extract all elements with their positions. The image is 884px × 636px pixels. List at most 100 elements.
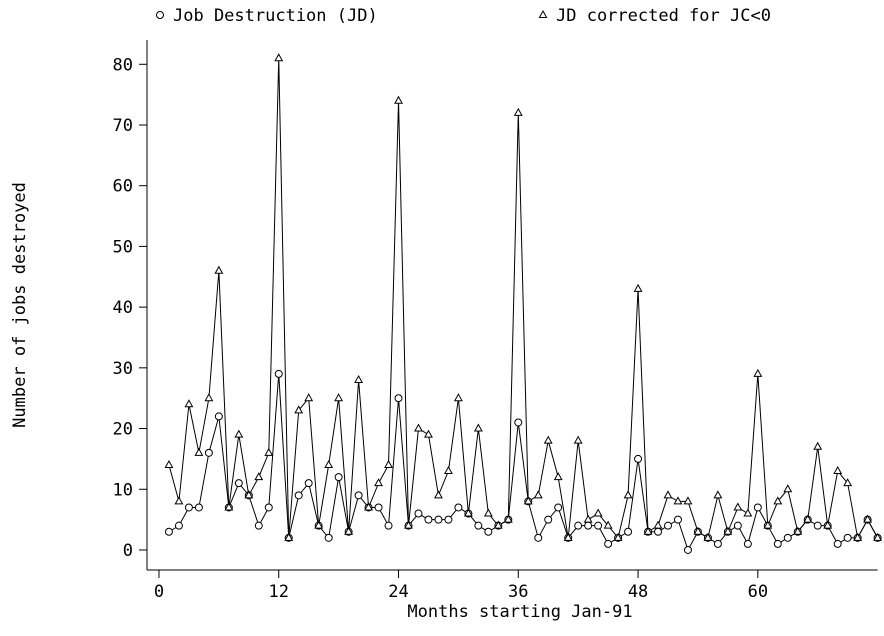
data-point [334,393,344,402]
data-point [414,509,423,518]
data-point [374,503,383,512]
data-point [164,527,173,536]
data-point [773,496,783,505]
data-point [663,490,673,499]
data-point [583,514,593,523]
data-point [234,479,243,488]
data-point [503,514,513,523]
x-tick-label: 36 [508,582,528,602]
y-tick-label: 80 [113,55,133,75]
data-point [194,503,203,512]
data-point [643,526,653,535]
data-point [264,447,274,456]
data-point [733,502,743,511]
legend-marker [538,9,548,18]
y-tick-label: 10 [113,480,133,500]
data-point [654,527,663,536]
data-point [474,521,483,530]
data-point [454,503,463,512]
data-point [514,418,523,427]
data-point [813,441,823,450]
data-point [833,466,843,475]
data-point [553,472,563,481]
data-point [174,496,184,505]
data-point [334,473,343,482]
data-point [823,520,833,529]
data-point [194,447,204,456]
data-point [573,435,583,444]
data-point [763,520,773,529]
data-point [473,423,483,432]
x-axis-label: Months starting Jan-91 [407,602,632,622]
x-tick-label: 48 [628,582,648,602]
data-point [314,520,324,529]
x-tick-label: 12 [269,582,289,602]
y-tick-label: 20 [113,420,133,440]
data-point [683,545,692,554]
data-point [584,521,593,530]
data-point [533,490,543,499]
data-point [434,515,443,524]
data-point [414,423,423,432]
x-tick-label: 24 [388,582,408,602]
data-point [594,521,603,530]
data-point [184,399,194,408]
data-point [493,520,503,529]
data-point [274,369,283,378]
data-point [664,521,673,530]
data-point [304,393,314,402]
data-point [604,539,613,548]
data-point [544,515,553,524]
data-point [324,459,334,468]
data-point [733,521,742,530]
data-point [634,454,643,463]
legend-label: Job Destruction (JD) [173,6,378,26]
data-point [753,503,762,512]
data-point [603,520,613,529]
data-point [324,533,333,542]
data-point [873,532,883,541]
data-point [453,393,463,402]
x-tick-label: 60 [748,582,768,602]
data-point [513,107,523,116]
data-point [574,521,583,530]
data-point [384,521,393,530]
data-point [543,435,553,444]
data-point [554,503,563,512]
series-line [168,58,879,540]
data-point [274,53,284,62]
data-point [224,502,234,511]
data-point [344,526,354,535]
legend-marker [156,11,164,19]
data-point [833,539,842,548]
data-point [424,515,433,524]
data-point [254,521,263,530]
data-point [364,502,374,511]
y-tick-label: 0 [123,541,133,561]
data-point [254,472,264,481]
data-point [813,521,822,530]
data-point [743,508,753,517]
data-point [164,459,174,468]
data-point [374,478,384,487]
data-point [623,490,633,499]
data-point [723,526,733,535]
data-point [863,514,873,523]
data-point [244,490,254,499]
data-point [443,466,453,475]
y-tick-label: 60 [113,177,133,197]
data-point [783,533,792,542]
data-point [783,484,793,493]
data-point [843,478,853,487]
data-point [534,533,543,542]
data-point [424,429,433,438]
data-point [743,539,752,548]
data-point [384,459,393,468]
data-point [633,283,643,292]
data-point [483,508,493,517]
y-axis-label: Number of jobs destroyed [10,182,30,428]
data-point [354,491,363,500]
data-point [264,503,273,512]
data-point [803,514,813,523]
